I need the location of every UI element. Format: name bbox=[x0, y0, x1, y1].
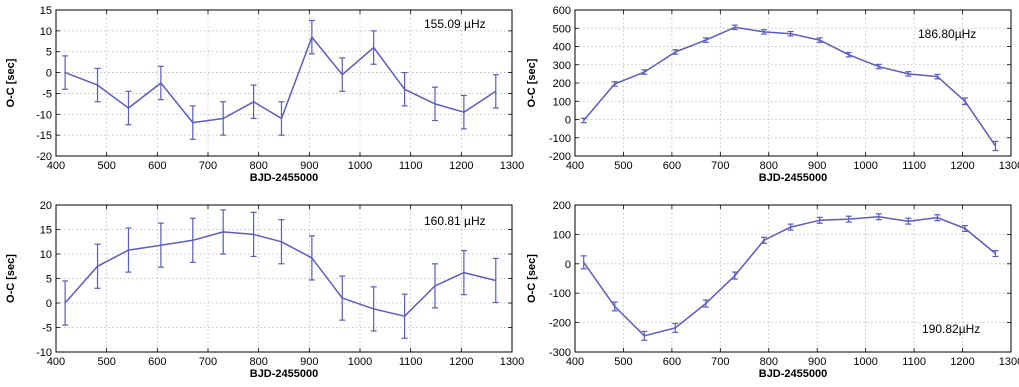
frequency-annotation: 155.09 µHz bbox=[424, 17, 486, 31]
x-tick-label: 900 bbox=[808, 160, 826, 172]
y-tick-label: -200 bbox=[549, 151, 571, 163]
y-tick-label: 5 bbox=[46, 47, 52, 59]
y-tick-label: 10 bbox=[40, 26, 52, 38]
y-axis-title: O-C [sec] bbox=[526, 254, 538, 303]
x-tick-label: 1100 bbox=[902, 160, 926, 172]
x-tick-label: 800 bbox=[760, 356, 778, 368]
x-tick-label: 400 bbox=[566, 160, 584, 172]
x-tick-label: 1300 bbox=[500, 160, 524, 172]
y-tick-label: 100 bbox=[553, 229, 571, 241]
x-tick-label: 800 bbox=[249, 356, 267, 368]
y-tick-label: 0 bbox=[46, 298, 52, 310]
x-tick-label: 1200 bbox=[950, 160, 974, 172]
y-tick-label: -10 bbox=[36, 347, 52, 359]
y-tick-label: 0 bbox=[565, 259, 571, 271]
chart-panel-4: 4005006007008009001000110012001300-300-2… bbox=[526, 200, 1019, 380]
x-tick-label: 600 bbox=[148, 160, 166, 172]
y-tick-label: 0 bbox=[46, 68, 52, 80]
y-tick-label: 500 bbox=[553, 23, 571, 35]
y-tick-label: 300 bbox=[553, 60, 571, 72]
x-tick-label: 1100 bbox=[902, 356, 926, 368]
y-tick-label: 200 bbox=[553, 200, 571, 212]
x-tick-label: 1300 bbox=[500, 356, 524, 368]
x-tick-label: 1000 bbox=[853, 160, 877, 172]
x-tick-label: 400 bbox=[47, 356, 65, 368]
x-tick-label: 1200 bbox=[449, 160, 473, 172]
x-tick-label: 1200 bbox=[449, 356, 473, 368]
y-tick-label: 5 bbox=[46, 274, 52, 286]
y-tick-label: -100 bbox=[549, 133, 571, 145]
x-axis-title: BJD-2455000 bbox=[759, 172, 828, 184]
x-tick-label: 500 bbox=[97, 160, 115, 172]
error-bar bbox=[992, 249, 999, 258]
y-tick-label: 10 bbox=[40, 249, 52, 261]
x-tick-label: 1300 bbox=[999, 160, 1019, 172]
x-tick-label: 500 bbox=[614, 356, 632, 368]
x-axis-title: BJD-2455000 bbox=[250, 368, 319, 380]
chart-panel-2: 4005006007008009001000110012001300-200-1… bbox=[526, 5, 1019, 184]
x-axis-title: BJD-2455000 bbox=[250, 172, 319, 184]
plot-frame bbox=[574, 204, 1012, 353]
x-tick-label: 1300 bbox=[999, 356, 1019, 368]
x-tick-label: 1100 bbox=[399, 356, 423, 368]
x-tick-label: 1000 bbox=[853, 356, 877, 368]
x-tick-label: 800 bbox=[760, 160, 778, 172]
y-tick-label: 100 bbox=[553, 96, 571, 108]
y-axis-title: O-C [sec] bbox=[5, 58, 17, 107]
frequency-annotation: 160.81 µHz bbox=[424, 214, 486, 228]
x-tick-label: 800 bbox=[249, 160, 267, 172]
y-tick-label: 15 bbox=[40, 225, 52, 237]
series-line bbox=[64, 231, 496, 317]
x-tick-label: 700 bbox=[711, 356, 729, 368]
x-tick-label: 700 bbox=[199, 160, 217, 172]
series-line bbox=[583, 216, 996, 337]
frequency-annotation: 186.80µHz bbox=[918, 27, 976, 41]
x-tick-label: 1100 bbox=[399, 160, 423, 172]
x-tick-label: 400 bbox=[566, 356, 584, 368]
y-axis-title: O-C [sec] bbox=[5, 254, 17, 303]
x-tick-label: 1000 bbox=[348, 160, 372, 172]
y-tick-label: -200 bbox=[549, 318, 571, 330]
x-tick-label: 400 bbox=[47, 160, 65, 172]
y-axis-title: O-C [sec] bbox=[526, 58, 538, 107]
x-tick-label: 1000 bbox=[348, 356, 372, 368]
x-axis-title: BJD-2455000 bbox=[759, 368, 828, 380]
x-tick-label: 700 bbox=[711, 160, 729, 172]
plot-frame bbox=[55, 9, 513, 157]
y-tick-label: -100 bbox=[549, 288, 571, 300]
series-line bbox=[583, 26, 997, 147]
y-tick-label: -15 bbox=[36, 130, 52, 142]
x-tick-label: 600 bbox=[663, 356, 681, 368]
x-tick-label: 500 bbox=[614, 160, 632, 172]
y-tick-label: 15 bbox=[40, 5, 52, 17]
x-tick-label: 700 bbox=[199, 356, 217, 368]
y-tick-label: 600 bbox=[553, 5, 571, 17]
y-tick-label: 200 bbox=[553, 78, 571, 90]
x-tick-label: 600 bbox=[663, 160, 681, 172]
x-tick-label: 900 bbox=[300, 356, 318, 368]
y-tick-label: 20 bbox=[40, 200, 52, 212]
y-tick-label: -300 bbox=[549, 347, 571, 359]
x-tick-label: 600 bbox=[148, 356, 166, 368]
x-tick-label: 900 bbox=[808, 356, 826, 368]
x-tick-label: 900 bbox=[300, 160, 318, 172]
y-tick-label: -10 bbox=[36, 109, 52, 121]
x-tick-label: 1200 bbox=[950, 356, 974, 368]
frequency-annotation: 190.82µHz bbox=[922, 322, 980, 336]
x-tick-label: 500 bbox=[97, 356, 115, 368]
y-tick-label: 400 bbox=[553, 42, 571, 54]
y-tick-label: -20 bbox=[36, 151, 52, 163]
chart-panel-3: 400 500 600 700 800 900 1000 1100 1200 1300 -10 -5 0… bbox=[5, 200, 524, 380]
y-tick-label: -5 bbox=[42, 88, 52, 100]
y-tick-label: 0 bbox=[565, 115, 571, 127]
chart-panel-1: 400 500 600 700 800 900 1000 1100 1200 1300 -20 -15… bbox=[5, 5, 524, 184]
y-tick-label: -5 bbox=[42, 323, 52, 335]
series-line bbox=[64, 36, 497, 124]
